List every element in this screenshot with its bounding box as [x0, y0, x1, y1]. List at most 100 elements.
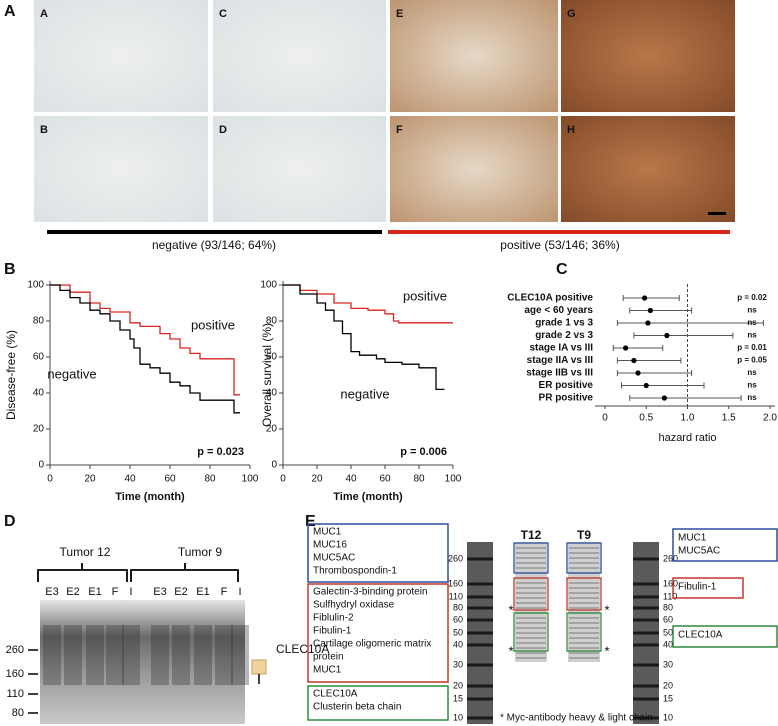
- panel-label: B: [4, 261, 16, 278]
- p-value: p = 0.006: [400, 446, 447, 458]
- mw-marker: 10: [453, 712, 463, 722]
- mw-marker: 30: [663, 659, 673, 669]
- image-label: C: [219, 8, 227, 20]
- bracket: [37, 563, 128, 582]
- image-label: A: [40, 8, 48, 20]
- ladder-band: [467, 631, 493, 635]
- row-label: stage IIB vs III: [526, 368, 593, 379]
- protein-name: CLEC10A: [678, 630, 723, 641]
- ladder-band: [633, 618, 659, 622]
- protein-name: MUC1: [678, 533, 707, 544]
- row-label: age < 60 years: [524, 305, 593, 316]
- ladder-band: [467, 643, 493, 647]
- hazard-point: [631, 357, 637, 364]
- x-tick-label: 1.5: [722, 413, 736, 424]
- panel-label: E: [305, 513, 316, 530]
- x-tick-label: 20: [84, 474, 96, 485]
- protein-box: [307, 583, 449, 683]
- ladder-band: [633, 684, 659, 688]
- y-axis-label: Overall survival (%): [260, 323, 274, 427]
- y-tick-label: 80: [266, 316, 278, 327]
- p-label: ns: [747, 331, 757, 340]
- image-label: D: [219, 124, 227, 136]
- lane-label: F: [112, 586, 119, 598]
- lane-label: E3: [153, 586, 166, 598]
- y-tick-label: 20: [33, 424, 45, 435]
- y-tick-label: 100: [260, 280, 277, 291]
- protein-name: Cartilage oligomeric matrix: [313, 639, 431, 650]
- footnote: * Myc-antibody heavy & light chain: [500, 713, 653, 724]
- tissue-image: [390, 116, 558, 222]
- y-tick-label: 20: [266, 424, 278, 435]
- lane-label: T9: [577, 528, 591, 542]
- image-label: B: [40, 124, 48, 136]
- caption: negative (93/146; 64%): [152, 238, 276, 252]
- protein-name: MUC5AC: [313, 553, 355, 564]
- hazard-point: [623, 345, 629, 351]
- ladder-band: [633, 631, 659, 635]
- y-tick-label: 40: [266, 388, 278, 399]
- lane-label: F: [221, 586, 228, 598]
- tissue-image: [390, 0, 558, 112]
- protein-name: Sulfhydryl oxidase: [313, 600, 395, 611]
- hazard-point: [643, 382, 649, 389]
- protein-box: [672, 528, 778, 562]
- star: *: [508, 643, 513, 658]
- mw-marker: 50: [663, 627, 673, 637]
- row-label: stage IIA vs III: [527, 355, 594, 366]
- x-axis-label: Time (month): [333, 491, 403, 503]
- x-tick-label: 40: [345, 474, 357, 485]
- ladder-band: [633, 643, 659, 647]
- row-label: stage IA vs III: [529, 343, 593, 354]
- ladder-band: [467, 663, 493, 667]
- x-tick-label: 2.0: [763, 413, 777, 424]
- mw-marker: 110: [663, 591, 677, 601]
- image-label: F: [396, 124, 403, 136]
- mw-marker: 15: [453, 693, 463, 703]
- p-label: ns: [747, 393, 757, 402]
- western-blot: [40, 600, 245, 724]
- lane-box: [513, 542, 549, 574]
- ladder-band: [633, 557, 659, 561]
- ladder-band: [467, 618, 493, 622]
- tissue-image: [561, 116, 735, 222]
- x-tick-label: 0: [602, 413, 608, 424]
- protein-name: Fibulin-1: [678, 582, 717, 593]
- x-axis-label: Time (month): [115, 491, 185, 503]
- mw-marker: 260: [663, 553, 678, 563]
- x-tick-label: 20: [311, 474, 323, 485]
- mw-marker: 80: [663, 602, 673, 612]
- band-label: CLEC10A: [276, 642, 329, 656]
- caption: positive (53/146; 36%): [500, 238, 619, 252]
- p-label: ns: [747, 318, 757, 327]
- lane-box: [566, 612, 602, 652]
- protein-name: Thrombospondin-1: [313, 566, 397, 577]
- x-tick-label: 100: [445, 474, 462, 485]
- survival-curve: [50, 284, 240, 414]
- protein-name: protein: [313, 652, 344, 663]
- lane-label: I: [238, 586, 241, 598]
- star: *: [604, 602, 609, 617]
- ladder-band: [633, 716, 659, 720]
- panel-label: C: [556, 261, 568, 278]
- lane-label: E1: [88, 586, 101, 598]
- lane-box: [566, 542, 602, 574]
- blot-lane: [122, 625, 140, 685]
- mw-marker: 30: [453, 659, 463, 669]
- blot-lane: [194, 625, 212, 685]
- scale-bar: [708, 212, 726, 215]
- mw-marker: 60: [453, 614, 463, 624]
- hazard-point: [661, 395, 668, 401]
- protein-name: MUC1: [313, 527, 342, 538]
- protein-name: MUC5AC: [678, 546, 720, 557]
- mw-marker: 50: [453, 627, 463, 637]
- mw-marker: 20: [663, 680, 673, 690]
- x-tick-label: 0.5: [639, 413, 653, 424]
- bracket: [130, 563, 239, 582]
- lane-label: E1: [196, 586, 209, 598]
- protein-name: CLEC10A: [313, 689, 358, 700]
- star: *: [508, 602, 513, 617]
- panel-label: A: [4, 3, 16, 20]
- protein-box: [672, 577, 744, 599]
